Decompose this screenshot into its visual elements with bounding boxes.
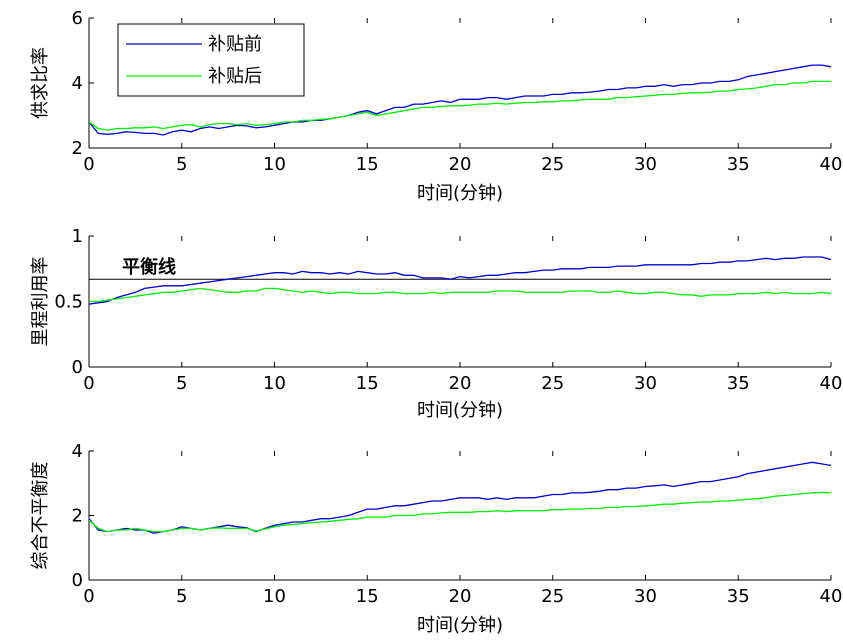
x-tick-label: 25 bbox=[541, 154, 564, 175]
x-tick-label: 15 bbox=[356, 586, 379, 607]
x-axis-label: 时间(分钟) bbox=[417, 400, 503, 421]
x-axis-label: 时间(分钟) bbox=[417, 183, 503, 204]
subplot-3: 0 5 10 15 20 25 30 35 40 0 2 4 时间(分钟) 综合不平衡度 bbox=[30, 441, 842, 636]
legend-label: 补贴后 bbox=[208, 66, 262, 87]
x-tick-label: 40 bbox=[820, 154, 843, 175]
subplot-2: 0 5 10 15 20 25 30 35 40 0 0.5 1 时间(分钟) 里程利用率 平衡线 bbox=[30, 226, 842, 421]
x-tick-label: 35 bbox=[727, 154, 750, 175]
series-line-after bbox=[89, 287, 832, 303]
x-tick-label: 10 bbox=[263, 154, 286, 175]
legend-box bbox=[117, 23, 305, 97]
x-tick-label: 35 bbox=[727, 586, 750, 607]
x-tick-label: 30 bbox=[634, 373, 657, 394]
x-tick-label: 0 bbox=[83, 373, 94, 394]
series-line-before bbox=[88, 256, 832, 305]
x-tick-label: 5 bbox=[176, 586, 187, 607]
legend-label: 补贴前 bbox=[208, 34, 262, 55]
x-tick-label: 25 bbox=[541, 373, 564, 394]
x-tick-label: 40 bbox=[820, 373, 843, 394]
y-tick-label: 4 bbox=[72, 441, 83, 462]
series-line-before bbox=[88, 64, 832, 136]
x-tick-label: 25 bbox=[541, 586, 564, 607]
y-axis-label: 供求比率 bbox=[30, 47, 51, 119]
y-tick-label: 6 bbox=[72, 8, 83, 29]
x-tick-label: 30 bbox=[634, 154, 657, 175]
y-tick-label: 4 bbox=[72, 73, 83, 94]
x-tick-label: 10 bbox=[263, 586, 286, 607]
y-tick-label: 0 bbox=[72, 357, 83, 378]
x-tick-label: 15 bbox=[356, 373, 379, 394]
y-tick-label: 2 bbox=[72, 506, 83, 527]
x-tick-label: 0 bbox=[83, 154, 94, 175]
y-tick-label: 0 bbox=[72, 570, 83, 591]
x-tick-label: 40 bbox=[820, 586, 843, 607]
y-axis-label: 里程利用率 bbox=[30, 257, 51, 347]
x-tick-label: 20 bbox=[449, 373, 472, 394]
y-tick-label: 0.5 bbox=[54, 292, 83, 313]
x-tick-label: 5 bbox=[176, 154, 187, 175]
balance-line-label: 平衡线 bbox=[122, 256, 176, 278]
x-tick-label: 0 bbox=[83, 586, 94, 607]
x-tick-label: 15 bbox=[356, 154, 379, 175]
x-tick-label: 20 bbox=[449, 154, 472, 175]
x-tick-label: 35 bbox=[727, 373, 750, 394]
x-tick-label: 30 bbox=[634, 586, 657, 607]
y-tick-label: 1 bbox=[72, 226, 83, 247]
x-tick-label: 10 bbox=[263, 373, 286, 394]
series-line-after bbox=[88, 491, 832, 533]
x-tick-label: 5 bbox=[176, 373, 187, 394]
series-line-after bbox=[88, 80, 831, 131]
y-axis-label: 综合不平衡度 bbox=[30, 462, 51, 570]
series-line-before bbox=[88, 461, 832, 534]
x-axis-label: 时间(分钟) bbox=[417, 615, 503, 636]
y-tick-label: 2 bbox=[72, 138, 83, 159]
x-tick-label: 20 bbox=[449, 586, 472, 607]
